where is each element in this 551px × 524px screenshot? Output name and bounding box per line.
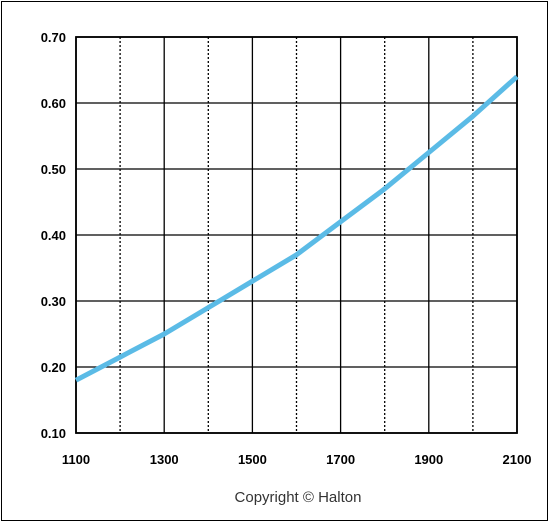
y-axis-ticks: 0.10 0.20 0.30 0.40 0.50 0.60 0.70: [41, 30, 66, 441]
y-tick-label: 0.70: [41, 30, 66, 45]
y-tick-label: 0.40: [41, 228, 66, 243]
series-line: [74, 74, 519, 383]
y-tick-label: 0.50: [41, 162, 66, 177]
y-tick-label: 0.20: [41, 360, 66, 375]
y-tick-label: 0.30: [41, 294, 66, 309]
x-tick-label: 1100: [62, 452, 90, 467]
x-tick-label: 2100: [503, 452, 532, 467]
x-tick-label: 1500: [238, 452, 267, 467]
y-tick-label: 0.10: [41, 426, 66, 441]
plot-border: [75, 36, 518, 434]
x-tick-label: 1300: [150, 452, 179, 467]
y-tick-label: 0.60: [41, 96, 66, 111]
copyright-text: Copyright © Halton: [235, 489, 362, 506]
x-axis-ticks: 1100 1300 1500 1700 1900 2100: [62, 452, 532, 467]
series-layer: [74, 74, 519, 383]
grid: [75, 36, 518, 434]
x-tick-label: 1700: [326, 452, 355, 467]
x-tick-label: 1900: [414, 452, 443, 467]
plot-area-border: [75, 36, 518, 434]
